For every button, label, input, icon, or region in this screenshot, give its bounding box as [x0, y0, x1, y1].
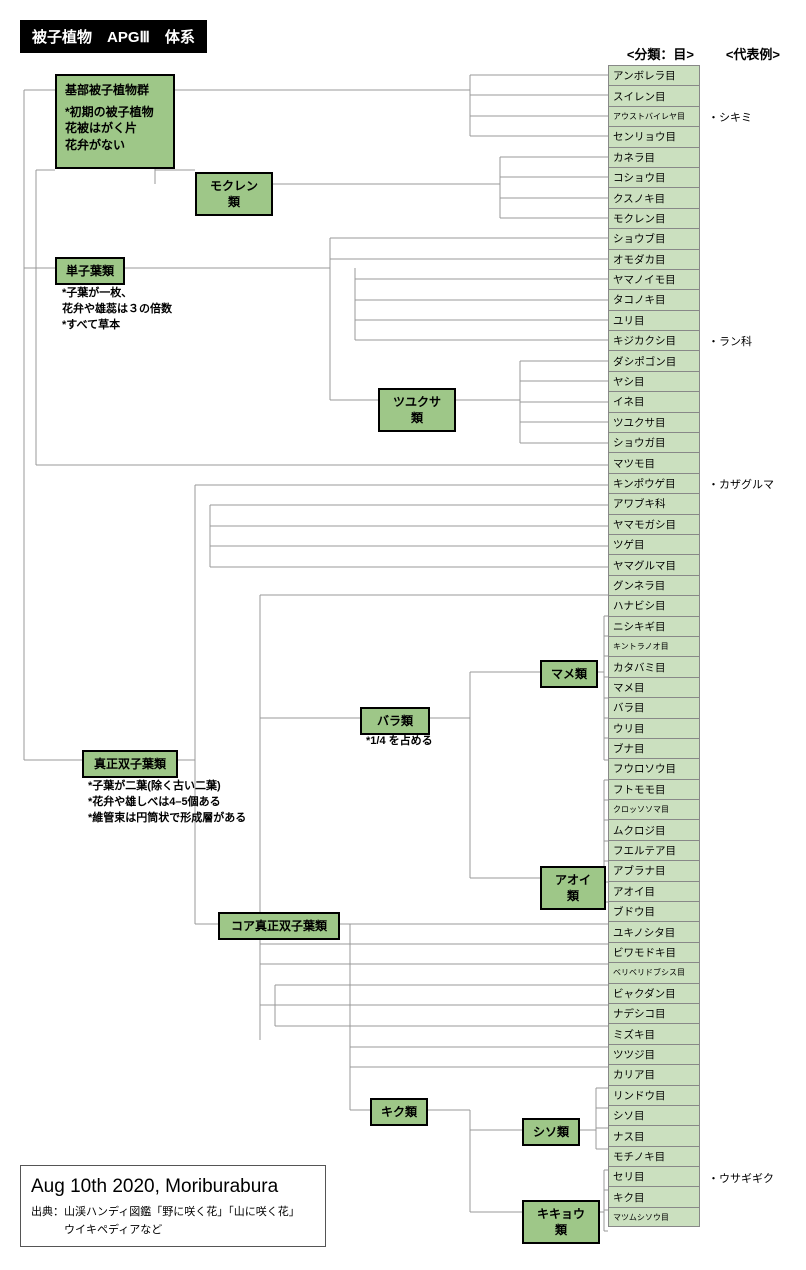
order-item: カネラ目 — [608, 147, 700, 167]
order-item: ヤマグルマ目 — [608, 554, 700, 574]
order-item: シソ目 — [608, 1105, 700, 1125]
order-item: ヤマノイモ目 — [608, 269, 700, 289]
order-item: クスノキ目 — [608, 187, 700, 207]
order-item: ナデシコ目 — [608, 1003, 700, 1023]
order-item: フトモモ目 — [608, 779, 700, 799]
node-lamiids: シソ類 — [522, 1118, 580, 1146]
node-core-eudicots: コア真正双子葉類 — [218, 912, 340, 940]
order-item: ヤシ目 — [608, 371, 700, 391]
note-line: *1/4 を占める — [366, 734, 433, 750]
order-item: タコノキ目 — [608, 289, 700, 309]
order-item: グンネラ目 — [608, 575, 700, 595]
credit-source: 出典：山渓ハンディ図鑑「野に咲く花」「山に咲く花」 — [31, 1204, 315, 1222]
order-item: オモダカ目 — [608, 249, 700, 269]
example-label: ・ウサギギク — [708, 1170, 806, 1186]
order-item: マメ目 — [608, 677, 700, 697]
note-eudicots: *子葉が二葉(除く古い二葉) *花弁や雄しべは4–5個ある *維管束は円筒状で形… — [88, 779, 246, 827]
order-item: センリョウ目 — [608, 126, 700, 146]
order-item: アブラナ目 — [608, 860, 700, 880]
order-item: クロッソソマ目 — [608, 799, 700, 819]
order-item: アオイ目 — [608, 881, 700, 901]
order-item: リンドウ目 — [608, 1085, 700, 1105]
order-item: ショウガ目 — [608, 432, 700, 452]
order-item: ショウブ目 — [608, 228, 700, 248]
node-magnoliids: モクレン類 — [195, 172, 273, 216]
order-item: ハナビシ目 — [608, 595, 700, 615]
example-label: ・シキミ — [708, 109, 806, 125]
order-item: ビワモドキ目 — [608, 942, 700, 962]
order-item: ツゲ目 — [608, 534, 700, 554]
order-item: イネ目 — [608, 391, 700, 411]
order-item: スイレン目 — [608, 85, 700, 105]
order-item: マツムシソウ目 — [608, 1207, 700, 1227]
node-line: 花弁がない — [65, 137, 165, 153]
order-item: コショウ目 — [608, 167, 700, 187]
node-commelinids: ツユクサ類 — [378, 388, 456, 432]
order-item: モクレン目 — [608, 208, 700, 228]
order-item: ミズキ目 — [608, 1023, 700, 1043]
node-malvids: アオイ類 — [540, 866, 606, 910]
node-title: 基部被子植物群 — [65, 82, 165, 98]
note-line: *子葉が一枚、 — [62, 286, 172, 302]
order-item: カタバミ目 — [608, 656, 700, 676]
node-line: *初期の被子植物 — [65, 104, 165, 120]
order-item: キントラノオ目 — [608, 636, 700, 656]
example-label: ・カザグルマ — [708, 476, 806, 492]
node-fabids: マメ類 — [540, 660, 598, 688]
orders-header: <分類：目> — [627, 44, 694, 63]
order-item: アウストバイレヤ目 — [608, 106, 700, 126]
node-rosids: バラ類 — [360, 707, 430, 735]
credit-date: Aug 10th 2020, Moriburabura — [31, 1172, 315, 1202]
order-item: カリア目 — [608, 1064, 700, 1084]
node-basal-angiosperms: 基部被子植物群 *初期の被子植物 花被はがく片 花弁がない — [55, 74, 175, 169]
order-item: キク目 — [608, 1186, 700, 1206]
examples-header: <代表例> — [726, 44, 780, 63]
order-item: ユリ目 — [608, 310, 700, 330]
order-item: キンポウゲ目 — [608, 473, 700, 493]
order-item: フエルテア目 — [608, 840, 700, 860]
order-item: ウリ目 — [608, 718, 700, 738]
node-campanulids: キキョウ類 — [522, 1200, 600, 1244]
order-item: ツツジ目 — [608, 1044, 700, 1064]
diagram-title: 被子植物 APGⅢ 体系 — [20, 20, 207, 53]
credit-box: Aug 10th 2020, Moriburabura 出典：山渓ハンディ図鑑「… — [20, 1165, 326, 1247]
order-item: ベリベリドブシス目 — [608, 962, 700, 982]
note-line: *子葉が二葉(除く古い二葉) — [88, 779, 246, 795]
node-asterids: キク類 — [370, 1098, 428, 1126]
order-item: ブナ目 — [608, 738, 700, 758]
order-item: バラ目 — [608, 697, 700, 717]
order-item: アワブキ科 — [608, 493, 700, 513]
order-item: ユキノシタ目 — [608, 921, 700, 941]
order-item: ヤマモガシ目 — [608, 514, 700, 534]
note-monocots: *子葉が一枚、 花弁や雄蕊は３の倍数 *すべて草本 — [62, 286, 172, 334]
order-item: アンボレラ目 — [608, 65, 700, 85]
note-line: *維管束は円筒状で形成層がある — [88, 811, 246, 827]
orders-column: アンボレラ目スイレン目アウストバイレヤ目センリョウ目カネラ目コショウ目クスノキ目… — [608, 65, 700, 1227]
order-item: キジカクシ目 — [608, 330, 700, 350]
order-item: ビャクダン目 — [608, 983, 700, 1003]
order-item: ダシポゴン目 — [608, 350, 700, 370]
order-item: ナス目 — [608, 1125, 700, 1145]
order-item: マツモ目 — [608, 452, 700, 472]
order-item: セリ目 — [608, 1166, 700, 1186]
note-line: 花弁や雄蕊は３の倍数 — [62, 302, 172, 318]
credit-source: ウイキペディアなど — [31, 1222, 315, 1240]
node-monocots: 単子葉類 — [55, 257, 125, 285]
order-item: ムクロジ目 — [608, 819, 700, 839]
node-eudicots: 真正双子葉類 — [82, 750, 178, 778]
order-item: ブドウ目 — [608, 901, 700, 921]
note-rosids: *1/4 を占める — [366, 734, 433, 750]
node-line: 花被はがく片 — [65, 120, 165, 136]
example-label: ・ラン科 — [708, 333, 806, 349]
note-line: *花弁や雄しべは4–5個ある — [88, 795, 246, 811]
order-item: フウロソウ目 — [608, 758, 700, 778]
note-line: *すべて草本 — [62, 318, 172, 334]
order-item: ツユクサ目 — [608, 412, 700, 432]
order-item: ニシキギ目 — [608, 616, 700, 636]
order-item: モチノキ目 — [608, 1146, 700, 1166]
